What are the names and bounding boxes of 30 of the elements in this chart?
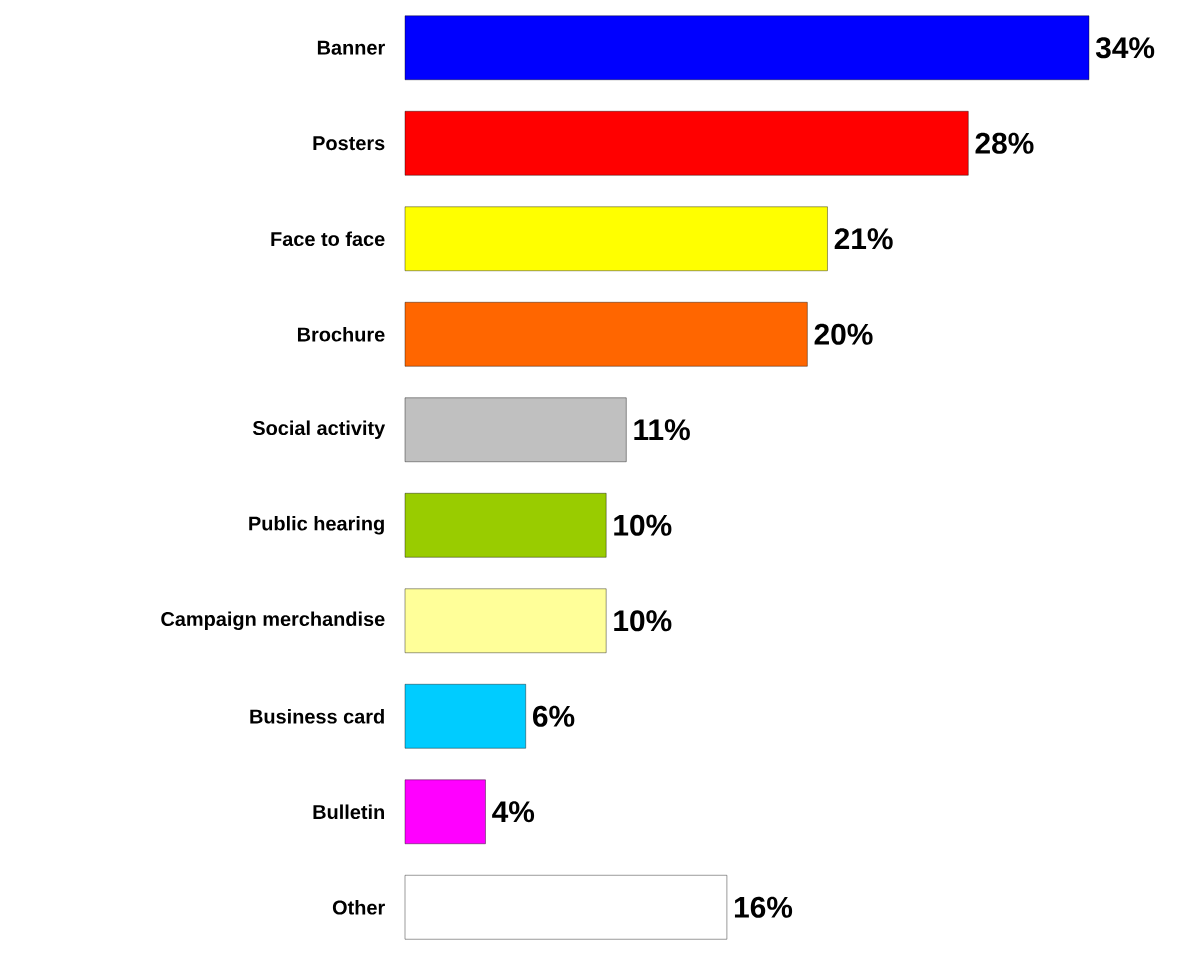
bar (404, 15, 1090, 80)
data-label: 16% (734, 896, 793, 918)
y-tick-label: Bulletin (313, 804, 384, 820)
bar (404, 684, 526, 749)
y-tick-label: Campaign merchandise (161, 611, 385, 631)
data-label: 28% (975, 132, 1034, 154)
y-tick-label: Brochure (297, 326, 385, 342)
data-label: 10% (614, 610, 672, 632)
bar (404, 779, 486, 844)
data-label: 11% (634, 419, 690, 441)
y-tick-label: Other (332, 899, 385, 915)
data-label: 4% (492, 801, 535, 823)
bar (404, 206, 828, 271)
bar (404, 111, 969, 176)
data-label: 21% (834, 228, 893, 250)
bar (404, 302, 808, 367)
y-tick-label: Social activity (252, 420, 386, 440)
y-tick-label: Banner (317, 40, 385, 55)
bar (404, 493, 607, 558)
data-label: 10% (614, 514, 672, 536)
y-tick-label: Public hearing (249, 515, 384, 535)
bar (404, 588, 607, 653)
y-tick-label: Face to face (271, 231, 385, 247)
y-tick-label: Posters (313, 136, 385, 151)
data-label: 6% (533, 705, 575, 727)
y-tick-label: Business card (250, 708, 384, 724)
data-label: 34% (1095, 37, 1155, 59)
bar (404, 875, 728, 940)
bar (404, 397, 627, 462)
data-label: 20% (814, 323, 873, 345)
